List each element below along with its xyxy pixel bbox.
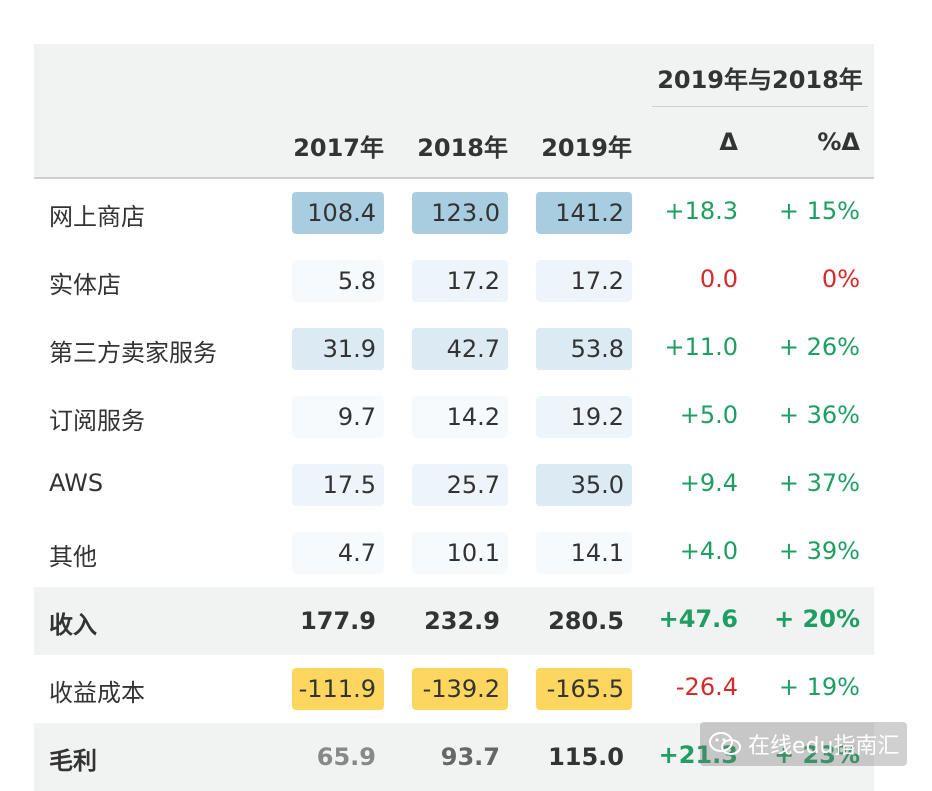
pct-delta-cell: + 19% (778, 673, 860, 701)
pct-delta-cell: + 37% (778, 469, 860, 497)
row-label: 实体店 (49, 271, 121, 299)
col-header-2019: 2019年 (541, 134, 632, 162)
pct-delta-cell: + 15% (778, 197, 860, 225)
value-cell-2018: 17.2 (412, 260, 508, 302)
value-cell-2018: 93.7 (440, 743, 500, 771)
row-label: 收益成本 (49, 679, 145, 707)
table-header (34, 44, 874, 179)
row-label: 其他 (49, 543, 97, 571)
pct-delta-cell: 0% (821, 265, 860, 293)
row-label: 网上商店 (49, 203, 145, 231)
value-cell-2019: 141.2 (536, 192, 632, 234)
pct-delta-cell: + 23% (774, 741, 860, 769)
table-row: 网上商店 108.4 123.0 141.2 +18.3 + 15% (34, 179, 874, 247)
col-header-2017: 2017年 (293, 134, 384, 162)
delta-cell: +4.0 (679, 537, 738, 565)
value-cell-2018: 232.9 (424, 607, 500, 635)
value-cell-2019: 280.5 (548, 607, 624, 635)
table-row: 毛利 65.9 93.7 115.0 +21.3 + 23% (34, 723, 874, 791)
watermark: 在线edu指南汇 (700, 722, 908, 766)
wechat-icon (709, 732, 741, 755)
value-cell-2017: 4.7 (292, 532, 384, 574)
row-label: 第三方卖家服务 (49, 339, 217, 367)
value-cell-2018: 25.7 (412, 464, 508, 506)
value-cell-2019: 53.8 (536, 328, 632, 370)
table-row: 收益成本 -111.9 -139.2 -165.5 -26.4 + 19% (34, 655, 874, 723)
table-row: 订阅服务 9.7 14.2 19.2 +5.0 + 36% (34, 383, 874, 451)
delta-cell: -26.4 (675, 673, 738, 701)
value-cell-2019: 14.1 (536, 532, 632, 574)
delta-cell: +11.0 (664, 333, 738, 361)
value-cell-2018: -139.2 (412, 668, 508, 710)
value-cell-2018: 10.1 (412, 532, 508, 574)
table-row: 实体店 5.8 17.2 17.2 0.0 0% (34, 247, 874, 315)
delta-cell: +5.0 (679, 401, 738, 429)
group-header-divider (652, 106, 868, 107)
value-cell-2017: 108.4 (292, 192, 384, 234)
col-header-pct-delta: %Δ (817, 128, 860, 156)
row-label: 订阅服务 (49, 407, 145, 435)
table-row: 其他 4.7 10.1 14.1 +4.0 + 39% (34, 519, 874, 587)
row-label: AWS (49, 469, 104, 497)
delta-cell: +47.6 (658, 605, 738, 633)
row-label: 收入 (49, 611, 97, 639)
value-cell-2017: 9.7 (292, 396, 384, 438)
value-cell-2017: 65.9 (316, 743, 376, 771)
table-row: AWS 17.5 25.7 35.0 +9.4 + 37% (34, 451, 874, 519)
pct-delta-cell: + 36% (778, 401, 860, 429)
pct-delta-cell: + 26% (778, 333, 860, 361)
value-cell-2019: 35.0 (536, 464, 632, 506)
value-cell-2017: 177.9 (300, 607, 376, 635)
row-label: 毛利 (49, 747, 97, 775)
value-cell-2019: 115.0 (548, 743, 624, 771)
delta-cell: +18.3 (664, 197, 738, 225)
value-cell-2018: 14.2 (412, 396, 508, 438)
col-header-delta: Δ (719, 128, 738, 156)
table-row: 收入 177.9 232.9 280.5 +47.6 + 20% (34, 587, 874, 655)
value-cell-2018: 42.7 (412, 328, 508, 370)
pct-delta-cell: + 39% (778, 537, 860, 565)
watermark-text: 在线edu指南汇 (748, 734, 900, 759)
value-cell-2019: -165.5 (536, 668, 632, 710)
value-cell-2017: 17.5 (292, 464, 384, 506)
table-row: 第三方卖家服务 31.9 42.7 53.8 +11.0 + 26% (34, 315, 874, 383)
value-cell-2019: 19.2 (536, 396, 632, 438)
value-cell-2017: 31.9 (292, 328, 384, 370)
delta-cell: +21.3 (658, 741, 738, 769)
group-header: 2019年与2018年 (657, 66, 863, 94)
value-cell-2018: 123.0 (412, 192, 508, 234)
value-cell-2017: 5.8 (292, 260, 384, 302)
delta-cell: +9.4 (679, 469, 738, 497)
value-cell-2017: -111.9 (292, 668, 384, 710)
pct-delta-cell: + 20% (774, 605, 860, 633)
col-header-2018: 2018年 (417, 134, 508, 162)
value-cell-2019: 17.2 (536, 260, 632, 302)
delta-cell: 0.0 (699, 265, 738, 293)
